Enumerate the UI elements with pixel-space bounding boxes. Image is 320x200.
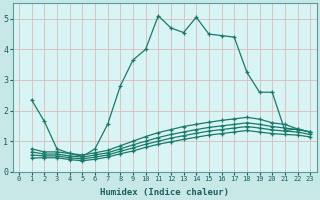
X-axis label: Humidex (Indice chaleur): Humidex (Indice chaleur) xyxy=(100,188,229,197)
